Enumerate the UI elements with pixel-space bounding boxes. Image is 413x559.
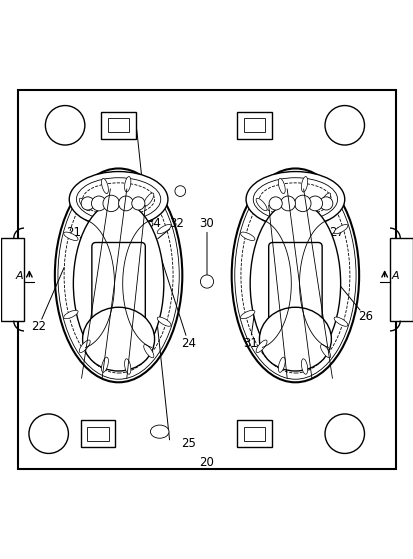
Text: 31: 31 <box>242 337 257 350</box>
Ellipse shape <box>55 168 182 382</box>
Ellipse shape <box>256 198 266 211</box>
Circle shape <box>45 106 85 145</box>
Ellipse shape <box>256 340 266 353</box>
Bar <box>87 427 109 440</box>
Ellipse shape <box>124 177 131 192</box>
Ellipse shape <box>73 201 164 366</box>
Text: 34: 34 <box>146 217 161 230</box>
Circle shape <box>29 414 68 453</box>
Ellipse shape <box>231 168 358 382</box>
Text: 26: 26 <box>357 310 372 323</box>
Text: A: A <box>15 271 23 281</box>
Circle shape <box>103 195 119 212</box>
Ellipse shape <box>101 357 108 372</box>
Circle shape <box>307 196 322 211</box>
Text: 24: 24 <box>180 337 195 350</box>
Bar <box>243 119 264 132</box>
Text: 20: 20 <box>199 456 214 468</box>
Ellipse shape <box>64 310 78 319</box>
Ellipse shape <box>249 201 340 366</box>
Ellipse shape <box>83 307 154 371</box>
Ellipse shape <box>79 198 90 211</box>
FancyBboxPatch shape <box>268 243 321 333</box>
Circle shape <box>324 106 363 145</box>
Ellipse shape <box>64 232 78 240</box>
Circle shape <box>91 196 106 211</box>
Ellipse shape <box>259 307 330 371</box>
Bar <box>1 238 24 321</box>
Ellipse shape <box>79 340 90 353</box>
Text: 32: 32 <box>169 217 183 230</box>
Circle shape <box>131 197 145 210</box>
Circle shape <box>280 196 295 211</box>
Ellipse shape <box>124 359 131 374</box>
Circle shape <box>324 414 363 453</box>
Ellipse shape <box>150 425 169 438</box>
Ellipse shape <box>240 232 254 240</box>
Circle shape <box>175 186 185 196</box>
Ellipse shape <box>157 225 171 234</box>
Bar <box>237 112 271 139</box>
Circle shape <box>81 197 94 210</box>
Ellipse shape <box>301 359 307 374</box>
Ellipse shape <box>143 344 154 358</box>
Text: 33: 33 <box>296 217 310 230</box>
Text: 23: 23 <box>90 330 105 344</box>
Ellipse shape <box>333 317 347 326</box>
Bar <box>237 420 271 447</box>
Circle shape <box>200 275 213 288</box>
Ellipse shape <box>320 344 330 358</box>
Ellipse shape <box>101 178 108 193</box>
Circle shape <box>118 196 133 211</box>
Ellipse shape <box>320 193 330 206</box>
Ellipse shape <box>278 357 285 372</box>
Text: 30: 30 <box>199 217 214 230</box>
Bar <box>108 119 129 132</box>
Bar <box>243 427 264 440</box>
Text: 21: 21 <box>66 226 81 239</box>
Text: 25: 25 <box>180 438 195 451</box>
Ellipse shape <box>333 225 347 234</box>
Bar <box>81 420 115 447</box>
Ellipse shape <box>143 193 154 206</box>
Ellipse shape <box>240 310 254 319</box>
Circle shape <box>319 197 332 210</box>
Circle shape <box>294 195 310 212</box>
FancyBboxPatch shape <box>92 243 145 333</box>
Ellipse shape <box>157 317 171 326</box>
Ellipse shape <box>278 178 285 193</box>
Text: 27: 27 <box>328 226 343 239</box>
Ellipse shape <box>69 172 168 227</box>
Ellipse shape <box>301 177 307 192</box>
Circle shape <box>268 197 282 210</box>
Text: A: A <box>390 271 398 281</box>
Text: 22: 22 <box>31 320 46 333</box>
Ellipse shape <box>245 172 344 227</box>
Bar <box>101 112 135 139</box>
Bar <box>389 238 412 321</box>
